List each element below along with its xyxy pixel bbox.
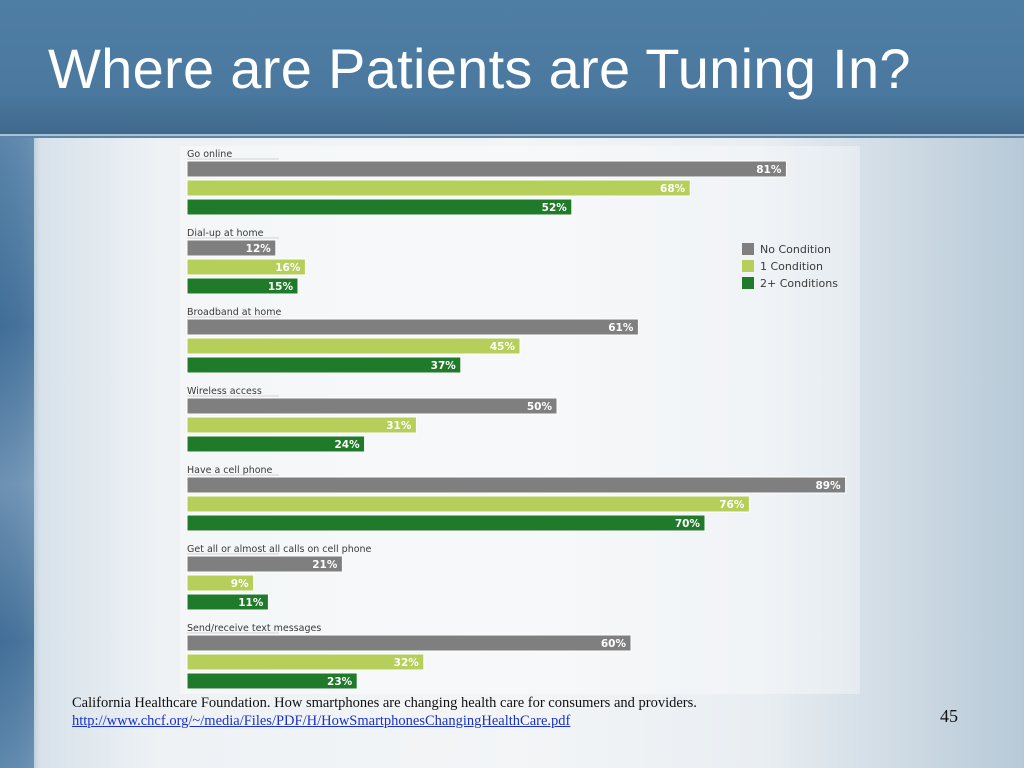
bar-value-label: 45%	[490, 341, 516, 353]
legend-label: 2+ Conditions	[760, 277, 838, 290]
bar-value-label: 81%	[756, 164, 782, 176]
slide-title: Where are Patients are Tuning In?	[48, 37, 911, 100]
citation-text: California Healthcare Foundation. How sm…	[72, 695, 697, 711]
bar	[186, 634, 632, 652]
category-label: Get all or almost all calls on cell phon…	[187, 544, 372, 555]
bar	[186, 495, 750, 513]
bar-value-label: 70%	[675, 518, 701, 530]
bar-value-label: 9%	[231, 578, 249, 590]
bar	[186, 258, 306, 276]
category-label: Broadband at home	[187, 307, 281, 318]
bar	[186, 356, 462, 374]
bar	[186, 179, 691, 197]
bar-value-label: 37%	[431, 360, 457, 372]
bar	[186, 593, 269, 611]
bar-value-label: 60%	[601, 638, 627, 650]
citation: California Healthcare Foundation. How sm…	[72, 694, 892, 730]
category-label: Dial-up at home	[187, 228, 264, 239]
bar-value-label: 32%	[394, 657, 420, 669]
bar	[186, 277, 299, 295]
bar-value-label: 76%	[719, 499, 745, 511]
bar-value-label: 23%	[327, 676, 353, 688]
bar	[186, 198, 573, 216]
bar-value-label: 68%	[660, 183, 686, 195]
bar	[186, 653, 425, 671]
category-label: Go online	[187, 149, 232, 160]
bar	[186, 239, 277, 257]
bar	[186, 416, 417, 434]
bar	[186, 672, 358, 690]
bar-value-label: 50%	[527, 401, 553, 413]
bar-value-label: 15%	[268, 281, 294, 293]
left-accent-strip	[0, 138, 34, 768]
bar	[186, 397, 558, 415]
bar	[186, 514, 706, 532]
bar-value-label: 11%	[238, 597, 264, 609]
bar-value-label: 31%	[386, 420, 412, 432]
bar-value-label: 61%	[608, 322, 634, 334]
legend-swatch	[742, 277, 754, 289]
bar	[186, 476, 847, 494]
bar	[186, 160, 787, 178]
legend-label: 1 Condition	[760, 260, 823, 273]
slide-content-background	[0, 138, 1024, 768]
page-number: 45	[940, 706, 958, 726]
bar	[186, 337, 521, 355]
bar	[186, 555, 343, 573]
bar	[186, 318, 639, 336]
bar	[186, 574, 255, 592]
title-bar: Where are Patients are Tuning In?	[0, 0, 1024, 136]
bar-value-label: 24%	[334, 439, 360, 451]
legend-swatch	[742, 243, 754, 255]
category-label: Have a cell phone	[187, 465, 273, 476]
citation-link[interactable]: http://www.chcf.org/~/media/Files/PDF/H/…	[72, 713, 571, 729]
legend-label: No Condition	[760, 243, 831, 256]
legend-swatch	[742, 260, 754, 272]
bar-value-label: 21%	[312, 559, 338, 571]
bar-value-label: 12%	[246, 243, 272, 255]
category-label: Wireless access	[187, 386, 262, 397]
bar	[186, 435, 366, 453]
category-label: Send/receive text messages	[187, 623, 321, 634]
bar-value-label: 52%	[542, 202, 568, 214]
bar-value-label: 89%	[815, 480, 841, 492]
bar-value-label: 16%	[275, 262, 301, 274]
